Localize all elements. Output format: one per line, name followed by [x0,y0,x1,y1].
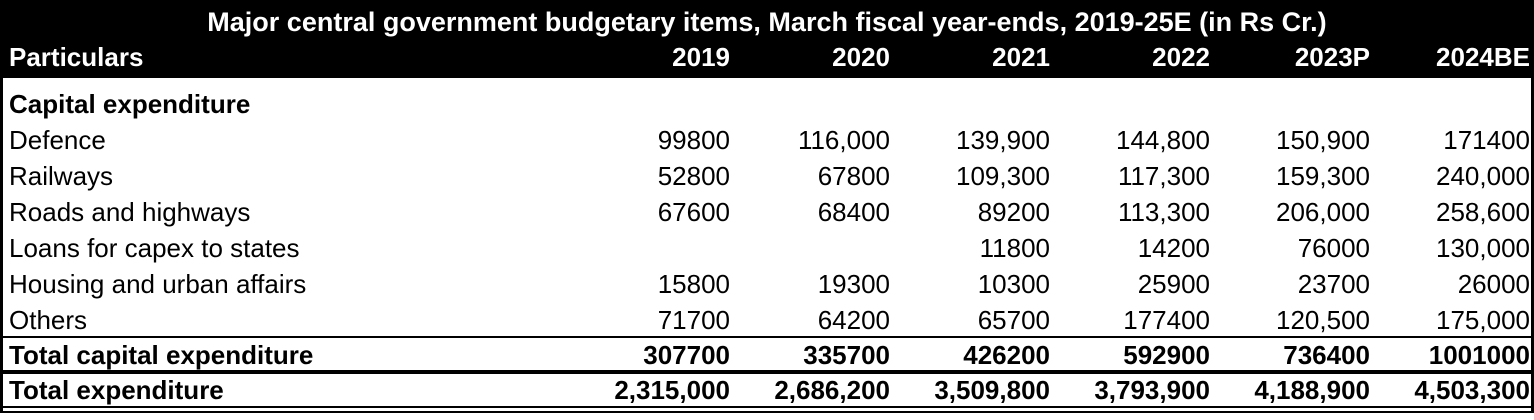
row-value: 139,900 [956,125,1050,155]
row-value: 71700 [657,305,730,335]
row-label: Housing and urban affairs [9,269,307,299]
left-border [0,78,3,413]
row-value [730,230,890,266]
total-expenditure-row: Total expenditure 2,315,000 2,686,200 3,… [0,372,1534,408]
row-value: 113,300 [1117,197,1210,227]
row-value: 1001000 [1428,340,1530,370]
row-value: 159,300 [1276,161,1370,191]
row-value: 10300 [977,269,1050,299]
row-value: 335700 [803,340,890,370]
column-header-year: 2023P [1294,42,1370,72]
row-label: Defence [9,125,106,155]
row-value: 65700 [977,305,1050,335]
divider [0,406,1534,408]
row-value: 2,686,200 [774,375,890,405]
row-value: 67800 [817,161,890,191]
row-value: 15800 [657,269,730,299]
row-value: 3,509,800 [934,375,1050,405]
row-value: 52800 [657,161,730,191]
column-header-year: 2020 [832,42,890,72]
total-capex-row: Total capital expenditure 307700 335700 … [0,337,1534,373]
row-label: Roads and highways [9,197,251,227]
row-value: 23700 [1297,269,1370,299]
row-value: 26000 [1457,269,1530,299]
table-header: Major central government budgetary items… [0,0,1534,78]
row-value: 120,500 [1276,305,1370,335]
row-value: 19300 [817,269,890,299]
row-value: 11800 [979,233,1050,263]
row-value: 150,900 [1276,125,1370,155]
section-heading-row: Capital expenditure [0,86,1534,122]
row-value: 67600 [657,197,730,227]
column-header-row: Particulars 2019 2020 2021 2022 2023P 20… [0,40,1534,74]
row-value: 144,800 [1116,125,1210,155]
row-value: 240,000 [1436,161,1530,191]
row-value: 426200 [963,340,1050,370]
table-row: Railways 52800 67800 109,300 117,300 159… [0,158,1534,194]
row-value: 117,300 [1117,161,1210,191]
table-row: Housing and urban affairs 15800 19300 10… [0,266,1534,302]
row-value: 2,315,000 [614,375,730,405]
row-value: 3,793,900 [1094,375,1210,405]
row-value: 89200 [977,197,1050,227]
row-value: 258,600 [1436,197,1530,227]
divider [0,370,1534,374]
row-value: 4,188,900 [1254,375,1370,405]
table-row: Roads and highways 67600 68400 89200 113… [0,194,1534,230]
row-value: 14200 [1137,233,1210,263]
row-value: 25900 [1137,269,1210,299]
row-value: 109,300 [956,161,1050,191]
row-value: 99800 [657,125,730,155]
row-value: 130,000 [1436,233,1530,263]
table-row: Loans for capex to states 11800 14200 76… [0,230,1534,266]
column-header-year: 2024BE [1436,42,1530,72]
row-label: Loans for capex to states [9,233,300,263]
row-value: 206,000 [1276,197,1370,227]
row-label: Total expenditure [9,375,224,405]
row-value: 175,000 [1436,305,1530,335]
row-value: 307700 [643,340,730,370]
table-row: Others 71700 64200 65700 177400 120,500 … [0,302,1534,338]
row-value: 76000 [1297,233,1370,263]
divider [0,336,1534,338]
column-header-year: 2019 [672,42,730,72]
row-value [560,230,730,266]
row-value: 64200 [817,305,890,335]
row-label: Others [9,305,88,335]
table-title: Major central government budgetary items… [207,7,1327,37]
row-label: Total capital expenditure [9,340,314,370]
divider [0,411,1534,413]
row-value: 171400 [1443,125,1530,155]
row-value: 177400 [1123,305,1210,335]
section-heading: Capital expenditure [9,89,251,119]
row-label: Railways [9,161,114,191]
column-header-particulars: Particulars [9,42,144,72]
column-header-year: 2021 [992,42,1050,72]
column-header-year: 2022 [1152,42,1210,72]
table-row: Defence 99800 116,000 139,900 144,800 15… [0,122,1534,158]
row-value: 68400 [817,197,890,227]
row-value: 4,503,300 [1414,375,1530,405]
row-value: 116,000 [797,125,890,155]
row-value: 592900 [1123,340,1210,370]
right-border [1531,78,1534,413]
row-value: 736400 [1283,340,1370,370]
